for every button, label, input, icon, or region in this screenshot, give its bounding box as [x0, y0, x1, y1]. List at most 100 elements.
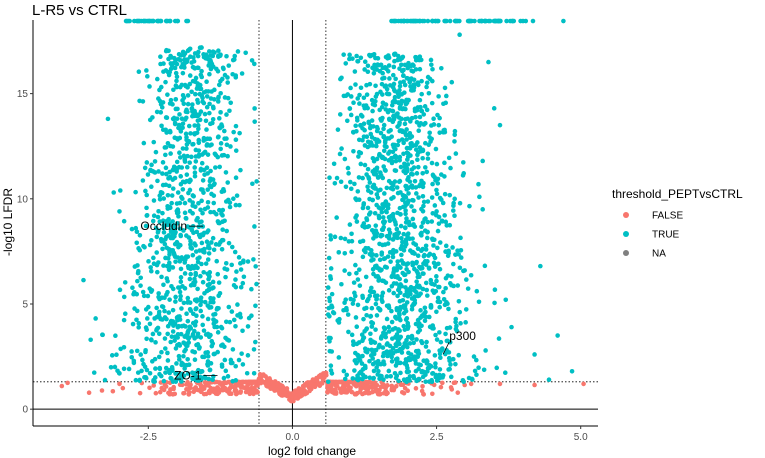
point-true: [383, 168, 388, 173]
point-true: [169, 200, 174, 206]
point-false: [244, 388, 250, 394]
point-false: [289, 398, 295, 403]
point-false: [455, 390, 461, 395]
point-false: [265, 382, 271, 387]
point-true: [191, 55, 196, 60]
point-true: [175, 324, 181, 330]
point-true: [182, 157, 188, 162]
point-true: [444, 223, 450, 228]
point-false: [217, 387, 223, 392]
point-true: [380, 175, 386, 181]
point-true: [492, 287, 498, 293]
point-true: [410, 262, 415, 268]
point-true: [178, 232, 183, 238]
point-true: [236, 255, 242, 260]
point-false: [302, 391, 308, 397]
point-true: [401, 67, 406, 73]
point-true: [418, 120, 424, 126]
point-true: [415, 164, 421, 170]
point-true: [214, 258, 220, 264]
point-true: [233, 277, 238, 282]
point-false: [199, 387, 205, 392]
point-true: [143, 223, 149, 229]
point-true: [389, 308, 394, 314]
point-false: [383, 389, 389, 395]
point-true: [169, 334, 175, 339]
point-true: [370, 65, 375, 71]
point-true: [373, 55, 378, 61]
point-true: [131, 291, 136, 297]
point-true: [353, 315, 359, 320]
point-true: [156, 208, 161, 214]
point-true: [326, 255, 332, 261]
point-true: [178, 181, 184, 187]
point-true: [486, 59, 491, 65]
point-true: [450, 245, 455, 250]
point-true: [329, 303, 334, 308]
point-true: [430, 66, 435, 72]
point-true: [157, 366, 163, 372]
point-true: [205, 282, 211, 288]
point-true: [439, 348, 445, 353]
point-true: [208, 121, 213, 127]
point-true: [555, 333, 560, 338]
point-true: [346, 171, 351, 176]
point-true: [461, 268, 466, 274]
point-true: [182, 366, 187, 371]
point-true: [213, 152, 219, 158]
point-true: [192, 131, 197, 136]
legend-key-true: [623, 231, 629, 237]
point-true: [241, 274, 247, 280]
point-true: [387, 218, 393, 223]
point-true: [165, 206, 171, 211]
point-true: [411, 340, 416, 346]
point-true: [170, 167, 176, 173]
point-false: [449, 387, 455, 392]
point-false: [269, 386, 275, 391]
point-true: [437, 266, 443, 272]
point-true: [446, 367, 451, 372]
point-true: [383, 199, 389, 204]
point-true: [205, 187, 211, 192]
point-true: [386, 151, 391, 156]
point-true: [412, 251, 417, 256]
point-true: [181, 300, 187, 306]
point-true: [230, 347, 236, 352]
point-true: [194, 217, 199, 223]
point-true: [188, 308, 194, 313]
legend-title: threshold_PEPTvsCTRL: [612, 187, 743, 201]
point-true: [378, 130, 384, 136]
point-true: [404, 376, 410, 382]
point-true: [117, 209, 122, 214]
point-true: [405, 261, 411, 266]
point-true: [185, 357, 190, 362]
point-true: [175, 376, 181, 381]
point-true: [224, 142, 230, 148]
point-false: [497, 381, 503, 387]
point-true: [214, 324, 220, 330]
point-true-capped: [455, 18, 460, 24]
point-true: [416, 195, 421, 200]
point-false: [151, 383, 157, 388]
point-true: [426, 90, 432, 96]
point-true: [420, 220, 426, 225]
point-true: [184, 233, 189, 238]
point-true: [195, 342, 201, 347]
point-true: [466, 375, 472, 381]
point-true: [375, 274, 381, 279]
point-true: [234, 269, 239, 274]
point-true: [348, 85, 353, 91]
point-true: [546, 377, 552, 383]
point-true: [163, 145, 169, 150]
point-true: [249, 286, 254, 292]
point-true: [357, 92, 362, 98]
point-true: [389, 319, 395, 325]
point-true: [180, 146, 186, 151]
point-true: [207, 367, 213, 373]
point-true: [153, 366, 158, 371]
point-true: [354, 270, 359, 276]
point-false: [153, 390, 159, 396]
point-true: [336, 355, 342, 360]
point-true: [429, 377, 434, 383]
point-true: [177, 135, 183, 141]
